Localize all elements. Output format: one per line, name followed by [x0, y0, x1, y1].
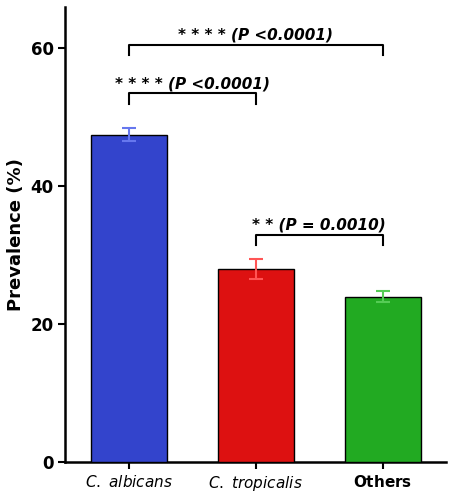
Y-axis label: Prevalence (%): Prevalence (%)	[7, 158, 25, 311]
Bar	[345, 296, 421, 462]
Bar	[91, 134, 167, 462]
Bar	[218, 269, 294, 462]
Text: * * * * (P <0.0001): * * * * (P <0.0001)	[178, 28, 333, 43]
Text: * * (P = 0.0010): * * (P = 0.0010)	[252, 218, 386, 232]
Text: * * * * (P <0.0001): * * * * (P <0.0001)	[115, 76, 270, 91]
